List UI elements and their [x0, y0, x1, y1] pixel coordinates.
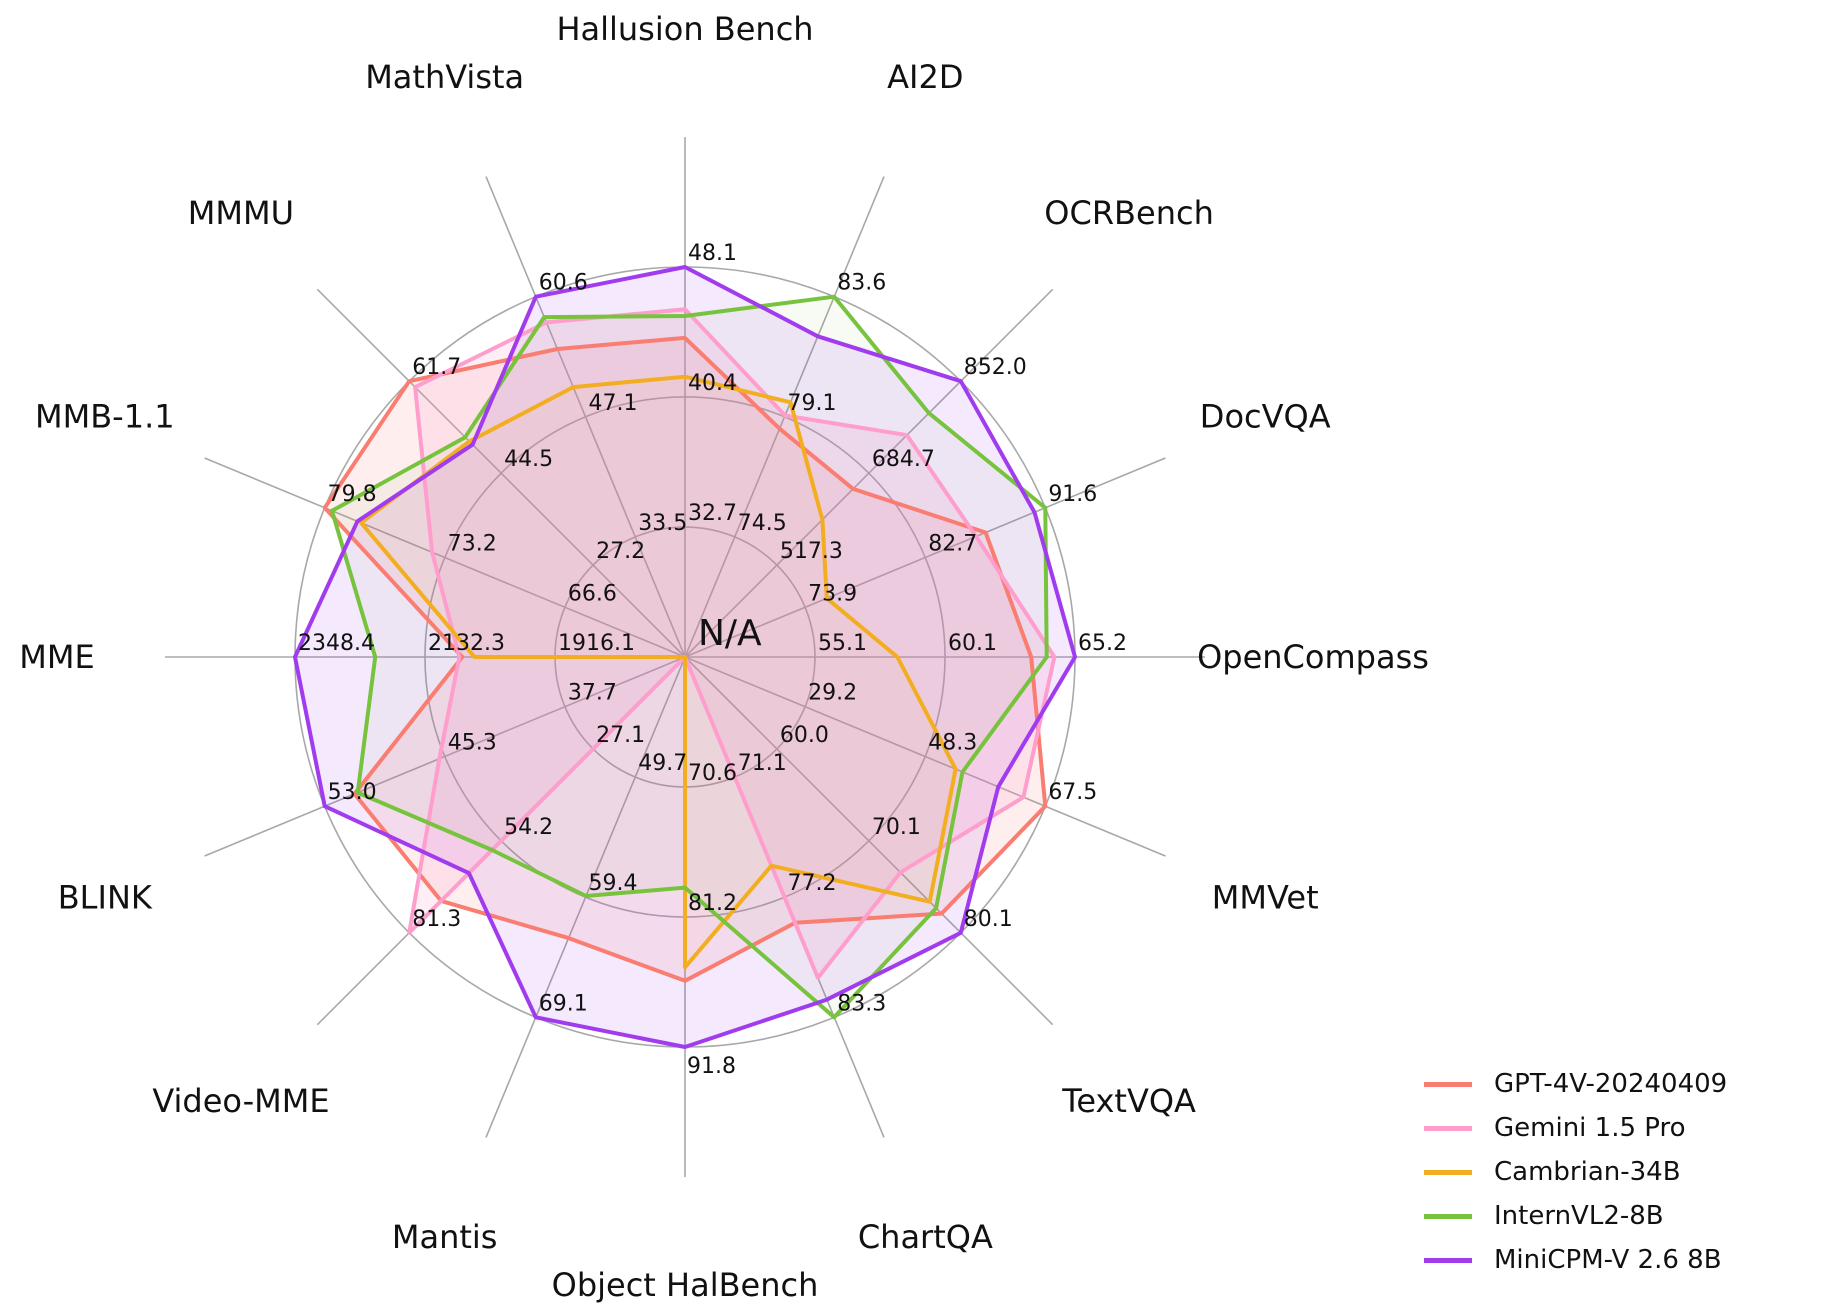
- axis-spoke-BLINK: [204, 656, 686, 857]
- legend-label: GPT-4V-20240409: [1494, 1069, 1728, 1099]
- tick-label-Video-MME-2: 81.3: [412, 907, 461, 932]
- tick-label-BLINK-2: 53.0: [328, 780, 377, 805]
- tick-label-MMB-1.1-2: 79.8: [328, 482, 377, 507]
- tick-label-OCRBench-1: 684.7: [872, 447, 935, 472]
- tick-label-MMB-1.1-1: 73.2: [448, 531, 497, 556]
- axis-label-MathVista: MathVista: [365, 58, 524, 96]
- axis-label-Hallusion-Bench: Hallusion Bench: [556, 10, 813, 48]
- tick-label-AI2D-0: 74.5: [738, 511, 787, 536]
- tick-label-DocVQA-1: 82.7: [928, 531, 977, 556]
- tick-label-Hallusion-Bench-1: 40.4: [688, 371, 737, 396]
- tick-label-MathVista-0: 33.5: [638, 511, 687, 536]
- axis-label-Object-HalBench: Object HalBench: [552, 1266, 819, 1304]
- axis-spoke-MathVista: [485, 176, 686, 658]
- tick-label-ChartQA-0: 71.1: [738, 751, 787, 776]
- axis-label-MMVet: MMVet: [1212, 878, 1319, 916]
- tick-label-AI2D-2: 83.6: [837, 271, 886, 296]
- legend-item-MiniCPM-V-2.6-8B: MiniCPM-V 2.6 8B: [1424, 1238, 1727, 1282]
- legend-item-Gemini-1.5-Pro: Gemini 1.5 Pro: [1424, 1106, 1727, 1150]
- tick-label-ChartQA-1: 77.2: [788, 871, 837, 896]
- series-fill-Cambrian-34B: [361, 376, 956, 968]
- axis-spoke-DocVQA: [684, 457, 1166, 658]
- series-line-Cambrian-34B: [359, 374, 958, 970]
- tick-label-TextVQA-0: 60.0: [780, 723, 829, 748]
- legend-swatch: [1424, 1081, 1472, 1087]
- legend-swatch: [1424, 1257, 1472, 1263]
- tick-label-MME-0: 1916.1: [558, 631, 635, 656]
- tick-label-Object-HalBench-0: 70.6: [688, 761, 737, 786]
- axis-label-ChartQA: ChartQA: [858, 1218, 993, 1256]
- tick-label-MMVet-1: 48.3: [928, 731, 977, 756]
- tick-label-TextVQA-2: 80.1: [964, 907, 1013, 932]
- tick-label-Object-HalBench-1: 81.2: [688, 891, 737, 916]
- legend-label: Cambrian-34B: [1494, 1157, 1681, 1187]
- series-line-MiniCPM-V-2.6-8B: [293, 265, 1077, 1049]
- tick-label-MathVista-1: 47.1: [588, 391, 637, 416]
- legend-item-InternVL2-8B: InternVL2-8B: [1424, 1194, 1727, 1238]
- axis-label-MME: MME: [19, 638, 94, 676]
- tick-label-OCRBench-2: 852.0: [964, 355, 1027, 380]
- axis-label-TextVQA: TextVQA: [1061, 1082, 1196, 1120]
- tick-label-OCRBench-0: 517.3: [780, 539, 843, 564]
- axis-spoke-MMMU: [316, 288, 686, 658]
- axis-label-AI2D: AI2D: [887, 58, 963, 96]
- tick-label-TextVQA-1: 70.1: [872, 815, 921, 840]
- tick-label-OpenCompass-0: 55.1: [818, 631, 867, 656]
- axis-label-OCRBench: OCRBench: [1044, 194, 1214, 232]
- legend-swatch: [1424, 1169, 1472, 1175]
- tick-label-DocVQA-0: 73.9: [808, 581, 857, 606]
- tick-label-Hallusion-Bench-2: 48.1: [688, 241, 737, 266]
- tick-label-MMVet-2: 67.5: [1048, 780, 1097, 805]
- tick-label-OpenCompass-2: 65.2: [1078, 631, 1127, 656]
- tick-label-Video-MME-1: 54.2: [504, 815, 553, 840]
- legend: GPT-4V-20240409 Gemini 1.5 Pro Cambrian-34…: [1424, 1062, 1727, 1282]
- legend-swatch: [1424, 1213, 1472, 1219]
- center-na-label: N/A: [698, 613, 762, 654]
- series-fill-Gemini-1.5-Pro: [409, 309, 1055, 978]
- tick-label-Mantis-1: 59.4: [588, 871, 637, 896]
- axis-spoke-TextVQA: [684, 656, 1054, 1026]
- tick-label-MathVista-2: 60.6: [539, 271, 588, 296]
- axis-label-MMMU: MMMU: [188, 194, 294, 232]
- series-line-Gemini-1.5-Pro: [407, 307, 1057, 980]
- tick-label-MMVet-0: 29.2: [808, 681, 857, 706]
- tick-label-Mantis-2: 69.1: [539, 991, 588, 1016]
- axis-label-Mantis: Mantis: [392, 1218, 498, 1256]
- tick-label-MMB-1.1-0: 66.6: [568, 581, 617, 606]
- tick-label-MMMU-0: 27.2: [596, 539, 645, 564]
- legend-label: Gemini 1.5 Pro: [1494, 1113, 1686, 1143]
- legend-item-Cambrian-34B: Cambrian-34B: [1424, 1150, 1727, 1194]
- tick-label-DocVQA-2: 91.6: [1048, 482, 1097, 507]
- axis-spoke-MMB-1.1: [204, 457, 686, 658]
- tick-label-MMMU-2: 61.7: [412, 355, 461, 380]
- legend-item-GPT-4V-20240409: GPT-4V-20240409: [1424, 1062, 1727, 1106]
- legend-swatch: [1424, 1125, 1472, 1131]
- legend-label: MiniCPM-V 2.6 8B: [1494, 1245, 1722, 1275]
- tick-label-MME-1: 2132.3: [428, 631, 505, 656]
- tick-label-MME-2: 2348.4: [298, 631, 375, 656]
- tick-label-Hallusion-Bench-0: 32.7: [688, 501, 737, 526]
- tick-label-BLINK-1: 45.3: [448, 731, 497, 756]
- tick-label-Video-MME-0: 27.1: [596, 723, 645, 748]
- tick-label-Mantis-0: 49.7: [638, 751, 687, 776]
- axis-label-DocVQA: DocVQA: [1200, 398, 1331, 436]
- tick-label-MMMU-1: 44.5: [504, 447, 553, 472]
- axis-label-OpenCompass: OpenCompass: [1197, 638, 1429, 676]
- series-fill-InternVL2-8B: [332, 296, 1047, 1018]
- tick-label-ChartQA-2: 83.3: [837, 991, 886, 1016]
- legend-label: InternVL2-8B: [1494, 1201, 1664, 1231]
- tick-label-OpenCompass-1: 60.1: [948, 631, 997, 656]
- tick-label-Object-HalBench-2: 91.8: [687, 1054, 736, 1079]
- axis-label-Video-MME: Video-MME: [152, 1082, 329, 1120]
- axis-spoke-MMVet: [684, 656, 1166, 857]
- axis-label-BLINK: BLINK: [58, 878, 153, 916]
- axis-spoke-OCRBench: [684, 288, 1054, 658]
- axis-label-MMB-1.1: MMB-1.1: [35, 398, 175, 436]
- tick-label-BLINK-0: 37.7: [568, 681, 617, 706]
- tick-label-AI2D-1: 79.1: [788, 391, 837, 416]
